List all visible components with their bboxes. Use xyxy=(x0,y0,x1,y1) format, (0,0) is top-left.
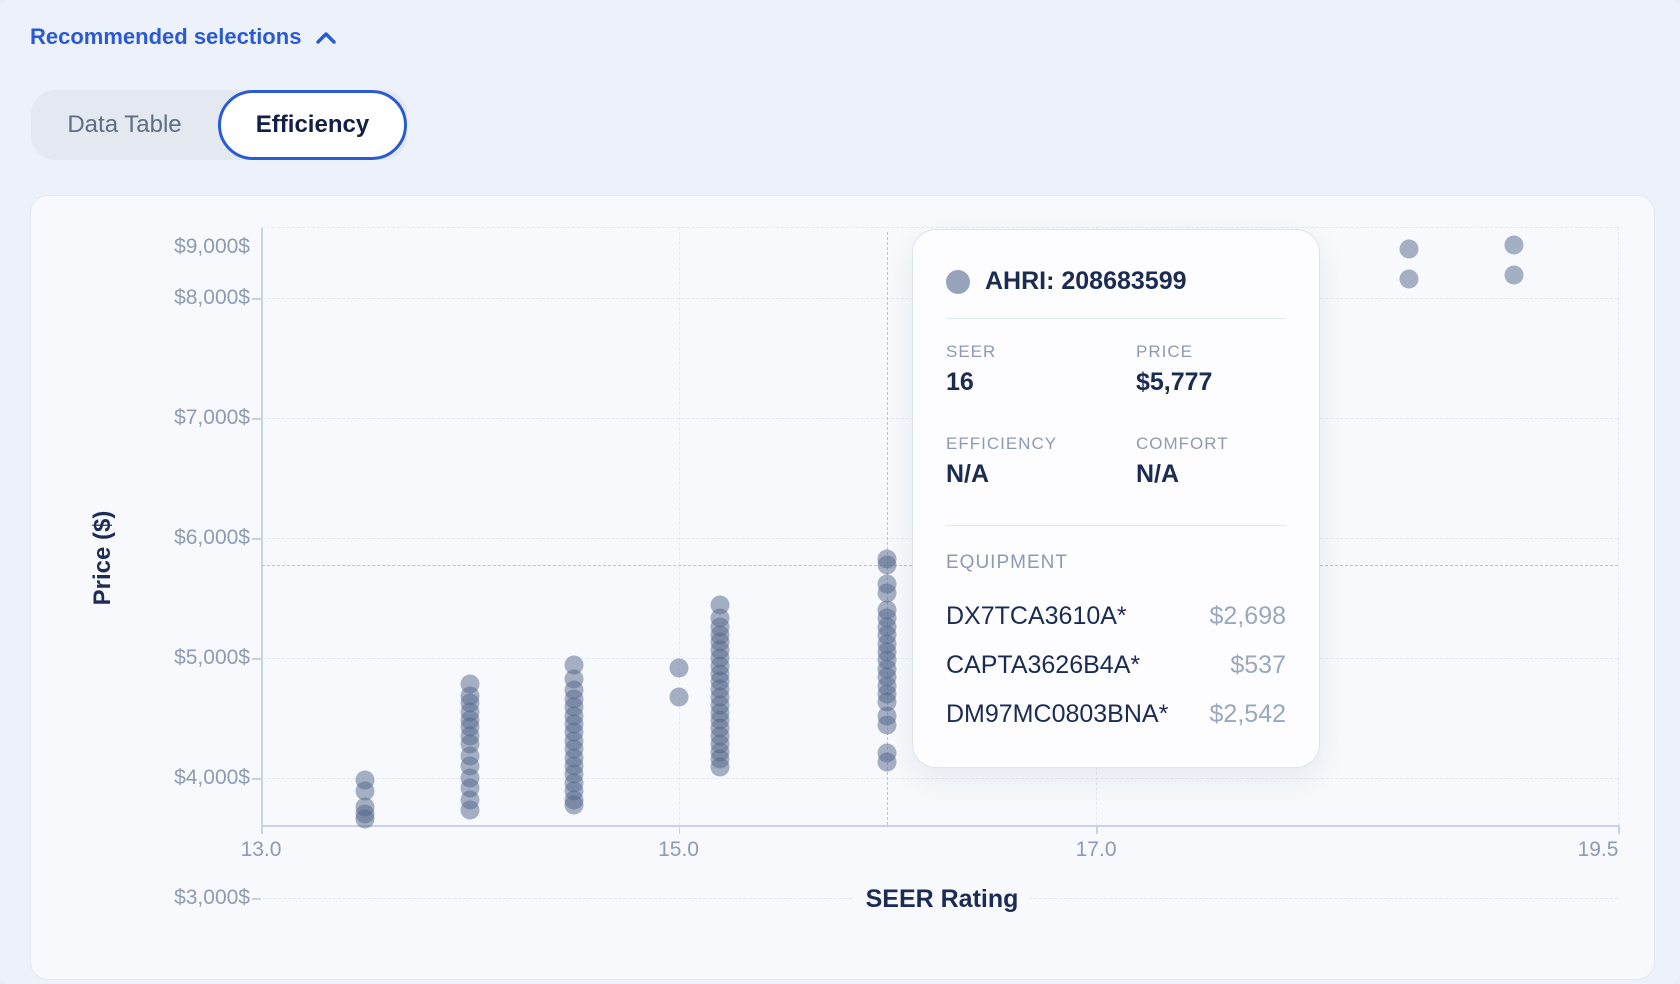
y-axis-line xyxy=(261,228,263,834)
x-tick-mark xyxy=(1618,825,1620,834)
equipment-price: $537 xyxy=(1230,651,1286,679)
tooltip-divider xyxy=(946,525,1286,526)
tooltip-field-label-price: PRICE xyxy=(1136,342,1193,361)
chevron-up-icon[interactable] xyxy=(315,30,337,45)
tooltip-field-value-efficiency: N/A xyxy=(946,460,990,488)
scatter-point[interactable] xyxy=(877,555,897,575)
y-axis-title: Price ($) xyxy=(89,510,116,606)
crosshair-vertical xyxy=(887,232,889,825)
equipment-row: DX7TCA3610A* $2,698 xyxy=(946,602,1286,634)
gridline-vertical xyxy=(678,227,680,825)
tooltip-series-dot-icon xyxy=(946,270,970,294)
equipment-row: CAPTA3626B4A* $537 xyxy=(946,651,1286,683)
equipment-price: $2,542 xyxy=(1209,700,1286,728)
recommended-selections-label: Recommended selections xyxy=(30,24,302,49)
equipment-row: DM97MC0803BNA* $2,542 xyxy=(946,700,1286,732)
y-tick-label: $7,000$ xyxy=(174,406,250,429)
x-axis-title: SEER Rating xyxy=(853,885,1031,914)
scatter-point[interactable] xyxy=(355,809,375,829)
y-tick-mark xyxy=(252,538,261,540)
tab-efficiency[interactable]: Efficiency xyxy=(218,90,407,160)
x-tick-label: 15.0 xyxy=(658,838,699,861)
x-tick-label: 17.0 xyxy=(1075,838,1117,861)
tab-data-table[interactable]: Data Table xyxy=(31,90,218,160)
x-tick-mark xyxy=(261,825,263,834)
tooltip-field-value-comfort: N/A xyxy=(1136,460,1180,488)
recommended-selections-link[interactable]: Recommended selections xyxy=(30,24,337,50)
scatter-point[interactable] xyxy=(1504,265,1524,285)
scatter-point[interactable] xyxy=(669,658,689,678)
tooltip-field-label-comfort: COMFORT xyxy=(1136,434,1229,453)
equipment-name: DX7TCA3610A* xyxy=(946,602,1127,630)
scatter-point[interactable] xyxy=(1399,269,1419,289)
tooltip-field-label-seer: SEER xyxy=(946,342,997,361)
tooltip-field-value-price: $5,777 xyxy=(1136,368,1213,396)
tooltip-field-label-efficiency: EFFICIENCY xyxy=(946,434,1058,453)
scatter-point[interactable] xyxy=(710,757,730,777)
equipment-price: $2,698 xyxy=(1209,602,1286,630)
scatter-point[interactable] xyxy=(355,781,375,801)
equipment-name: DM97MC0803BNA* xyxy=(946,700,1169,728)
y-tick-mark xyxy=(252,778,261,780)
x-tick-mark xyxy=(1096,825,1098,834)
y-tick-label: $8,000$ xyxy=(174,286,250,309)
x-tick-label: 13.0 xyxy=(240,838,282,861)
gridline-horizontal xyxy=(262,778,1618,779)
y-tick-label: $6,000$ xyxy=(174,526,250,549)
tooltip-field-value-seer: 16 xyxy=(946,368,974,396)
scatter-point[interactable] xyxy=(1399,239,1419,259)
y-tick-mark xyxy=(252,418,261,420)
scatter-point[interactable] xyxy=(669,687,689,707)
plot-top-border xyxy=(262,227,1618,228)
tooltip-divider xyxy=(946,318,1286,319)
scatter-point[interactable] xyxy=(1504,235,1524,255)
y-tick-label: $9,000$ xyxy=(174,235,250,258)
tooltip-title: AHRI: 208683599 xyxy=(985,267,1187,295)
x-tick-mark xyxy=(678,825,681,834)
y-tick-mark xyxy=(252,298,261,300)
y-tick-label: $5,000$ xyxy=(174,646,250,669)
scatter-point[interactable] xyxy=(564,795,584,815)
x-axis-line xyxy=(261,825,1618,827)
view-tabbar: Data Table Efficiency xyxy=(31,90,407,160)
scatter-point[interactable] xyxy=(460,800,480,820)
y-tick-mark xyxy=(252,898,261,900)
y-tick-label: $4,000$ xyxy=(174,766,250,789)
chart-card xyxy=(30,195,1655,980)
chart-tooltip: AHRI: 208683599 SEER 16 PRICE $5,777 EFF… xyxy=(912,229,1320,768)
y-tick-mark xyxy=(252,658,261,660)
scatter-point[interactable] xyxy=(877,752,897,772)
equipment-name: CAPTA3626B4A* xyxy=(946,651,1141,679)
crosshair-horizontal xyxy=(1320,564,1618,566)
scatter-point[interactable] xyxy=(877,715,897,735)
x-tick-label: 19.5 xyxy=(1577,838,1619,861)
plot-right-border xyxy=(1618,227,1619,825)
scatter-point[interactable] xyxy=(564,655,584,675)
crosshair-horizontal xyxy=(262,564,912,566)
tab-data-table-label: Data Table xyxy=(67,111,182,138)
y-tick-label: $3,000$ xyxy=(174,886,250,909)
equipment-section-label: EQUIPMENT xyxy=(946,552,1068,573)
tab-efficiency-label: Efficiency xyxy=(255,111,370,138)
scatter-point[interactable] xyxy=(877,583,897,603)
